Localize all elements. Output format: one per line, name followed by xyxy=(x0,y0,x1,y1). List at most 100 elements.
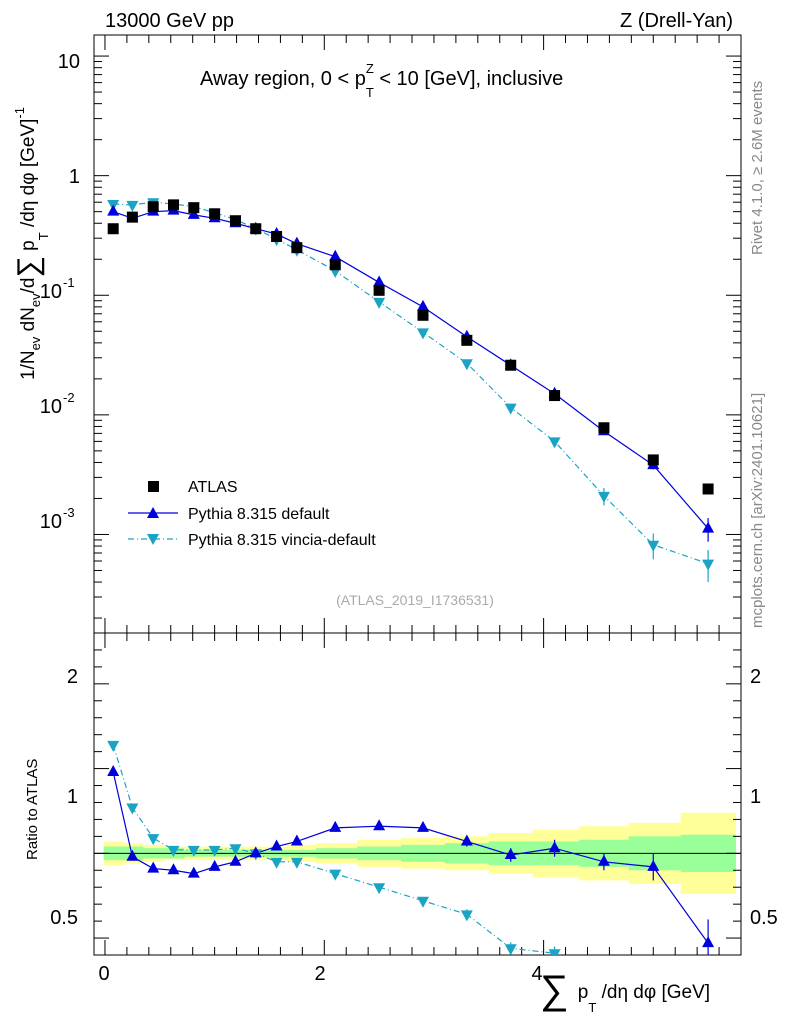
vincia-point xyxy=(416,328,429,340)
default-ratio-point xyxy=(460,834,473,846)
legend-atlas-marker xyxy=(148,481,159,492)
vincia-ratio-point xyxy=(167,845,180,857)
xtick-4: 4 xyxy=(531,963,542,985)
default-ratio-point xyxy=(229,854,242,866)
legend: ATLAS Pythia 8.315 default Pythia 8.315 … xyxy=(128,479,376,549)
vincia-ratio-point xyxy=(229,844,242,856)
ytick-label-1e-2: 10 xyxy=(40,396,62,418)
x-tick-labels: 0 2 4 xyxy=(98,963,542,985)
default-ratio-point xyxy=(147,861,160,873)
vincia-point xyxy=(460,359,473,371)
region-suffix: < 10 [GeV], inclusive xyxy=(374,68,564,90)
atlas-point xyxy=(291,242,303,254)
atlas-point xyxy=(647,454,659,466)
xtick-0: 0 xyxy=(98,963,109,985)
default-ratio-point xyxy=(597,854,610,866)
vincia-ratio-point xyxy=(208,845,221,857)
ytick-exp-1e-2: -2 xyxy=(63,390,75,405)
process-label: Z (Drell-Yan) xyxy=(620,10,733,32)
ytick-label-10: 10 xyxy=(58,51,80,73)
atlas-point xyxy=(229,215,241,227)
default-ratio-point xyxy=(548,841,561,853)
axis-ticks xyxy=(94,35,741,955)
region-sub: T xyxy=(366,85,374,100)
region-sup: Z xyxy=(366,61,374,76)
legend-default-marker xyxy=(147,507,159,518)
vincia-ratio-point xyxy=(504,944,517,955)
default-ratio-point xyxy=(329,820,342,832)
legend-atlas-label: ATLAS xyxy=(188,479,238,496)
default-ratio-point xyxy=(647,859,660,871)
rivet-version-label: Rivet 4.1.0, ≥ 2.6M events xyxy=(749,81,766,255)
mcplots-label: mcplots.cern.ch [arXiv:2401.10621] xyxy=(749,393,766,628)
default-ratio-point xyxy=(107,764,120,776)
default-point xyxy=(107,204,120,216)
default-ratio-point xyxy=(249,846,262,858)
default-ratio-point xyxy=(504,848,517,860)
x-axis-title: ∑ pT /dη dφ [GeV] xyxy=(540,968,710,1015)
analysis-id: (ATLAS_2019_I1736531) xyxy=(336,592,494,608)
vincia-point xyxy=(548,437,561,449)
region-title: Away region, 0 < pZ T < 10 [GeV], inclusi… xyxy=(200,61,563,100)
vincia-ratio-point xyxy=(147,834,160,846)
atlas-point xyxy=(168,199,180,211)
ratio-plot-frame xyxy=(93,632,742,956)
legend-vincia-marker xyxy=(147,534,159,545)
atlas-point xyxy=(250,223,262,235)
default-ratio-point xyxy=(126,849,139,861)
ytick-label-1e-1: 10 xyxy=(40,281,62,303)
vincia-point xyxy=(702,559,715,571)
default-point xyxy=(373,275,386,287)
vincia-point xyxy=(373,297,386,309)
svg-text:∑ pT /dη dφ [GeV]: ∑ pT /dη dφ [GeV] xyxy=(540,968,710,1015)
ytick-exp-1e-3: -3 xyxy=(63,505,75,520)
ytick-label-1: 1 xyxy=(69,166,80,188)
default-ratio-point xyxy=(373,819,386,831)
ratio-ytick-1: 1 xyxy=(67,786,78,808)
vincia-ratio-point xyxy=(373,883,386,895)
vincia-point xyxy=(597,491,610,503)
default-ratio-point xyxy=(187,866,200,878)
default-ratio-point xyxy=(270,839,283,851)
main-y-tick-labels: 10 1 10 -1 10 -2 10 -3 xyxy=(40,51,80,533)
legend-vincia-label: Pythia 8.315 vincia-default xyxy=(188,532,376,549)
default-ratio-point xyxy=(416,820,429,832)
ytick-exp-1e-1: -1 xyxy=(63,275,75,290)
atlas-point xyxy=(417,309,429,321)
atlas-point xyxy=(107,223,119,235)
atlas-point xyxy=(126,211,138,223)
main-series xyxy=(107,198,715,583)
vincia-ratio-point xyxy=(107,740,120,752)
vincia-point xyxy=(504,403,517,415)
default-point xyxy=(329,249,342,261)
atlas-point xyxy=(188,202,200,214)
vincia-ratio-point xyxy=(270,857,283,869)
default-ratio-point xyxy=(702,936,715,948)
atlas-point xyxy=(147,201,159,213)
vincia-point xyxy=(126,200,139,212)
default-point xyxy=(416,299,429,311)
ratio-ytick-right-0.5: 0.5 xyxy=(750,907,778,929)
vincia-ratio-point xyxy=(187,845,200,857)
energy-label: 13000 GeV pp xyxy=(105,10,234,32)
vincia-point xyxy=(647,540,660,552)
vincia-ratio-point xyxy=(416,896,429,908)
atlas-point xyxy=(329,259,341,271)
atlas-point xyxy=(549,390,561,402)
xtick-2: 2 xyxy=(314,963,325,985)
atlas-point xyxy=(702,483,714,495)
default-ratio-point xyxy=(208,859,221,871)
vincia-ratio-point xyxy=(548,949,561,955)
legend-default-label: Pythia 8.315 default xyxy=(188,506,330,523)
ratio-ytick-0.5: 0.5 xyxy=(50,907,78,929)
ratio-y-axis-title: Ratio to ATLAS xyxy=(24,759,41,860)
default-ratio-point xyxy=(290,834,303,846)
default-ratio-point xyxy=(167,863,180,875)
atlas-point xyxy=(373,284,385,296)
vincia-ratio-point xyxy=(126,803,139,815)
atlas-point xyxy=(505,359,517,371)
svg-text:1/Nev dNev/d∑ pT /dη dφ [GeV]: 1/Nev dNev/d∑ pT /dη dφ [GeV]-1 xyxy=(12,107,51,380)
default-point xyxy=(187,207,200,219)
atlas-point xyxy=(271,230,283,242)
